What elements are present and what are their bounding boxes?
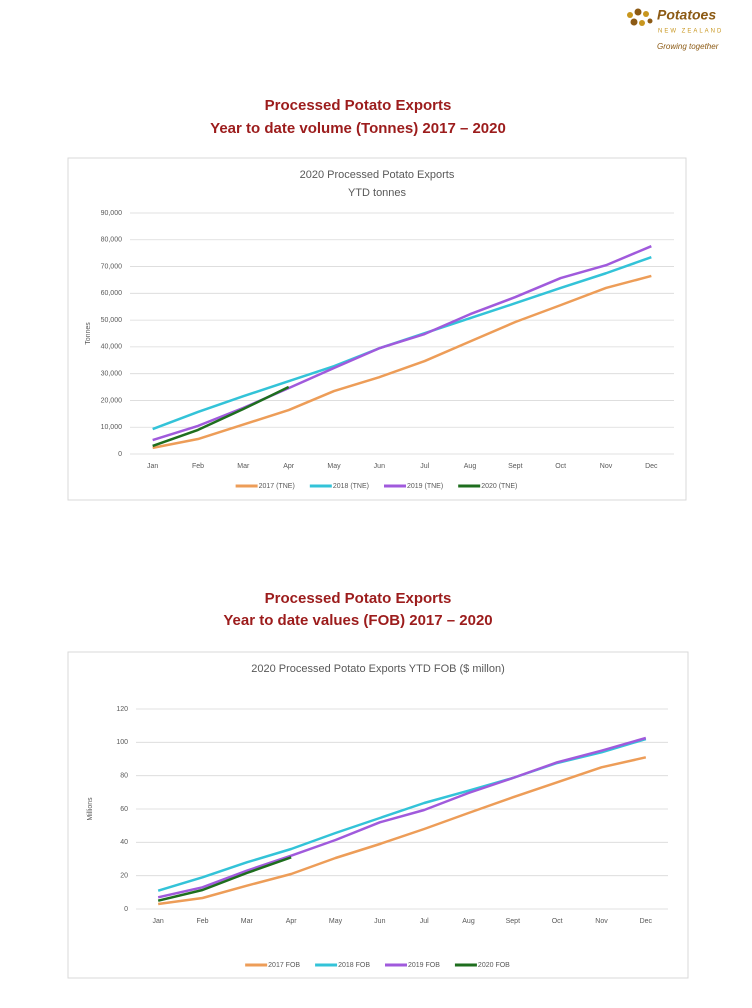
y-tick-label: 60 <box>120 806 128 813</box>
x-tick-label: Sept <box>508 463 522 470</box>
series-line <box>157 756 647 906</box>
x-tick-label: Jan <box>153 918 164 925</box>
x-tick-label: Aug <box>464 463 477 470</box>
legend-label: 2020 FOB <box>478 962 510 969</box>
y-tick-label: 50,000 <box>101 317 123 324</box>
chart-subtitle: YTD tonnes <box>348 187 407 199</box>
x-tick-label: Jan <box>147 463 158 470</box>
y-tick-label: 0 <box>124 906 128 913</box>
y-tick-label: 30,000 <box>101 371 123 378</box>
series-line <box>152 274 652 450</box>
y-tick-label: 40,000 <box>101 344 123 351</box>
x-tick-label: Oct <box>552 918 563 925</box>
y-tick-label: 40 <box>120 839 128 846</box>
x-tick-label: May <box>327 463 341 470</box>
chart-frame <box>67 157 687 501</box>
y-tick-label: 100 <box>116 739 128 746</box>
y-tick-label: 80,000 <box>101 237 123 244</box>
chart-title: 2020 Processed Potato Exports YTD FOB ($… <box>251 663 505 675</box>
x-tick-label: Feb <box>192 463 204 470</box>
legend-label: 2020 (TNE) <box>481 483 517 490</box>
section-subtitle: Year to date volume (Tonnes) 2017 – 2020 <box>210 120 506 137</box>
legend-label: 2019 (TNE) <box>407 483 443 490</box>
series-line <box>157 736 647 899</box>
section-subtitle: Year to date values (FOB) 2017 – 2020 <box>223 612 492 629</box>
chart-title: 2020 Processed Potato Exports <box>300 169 455 181</box>
y-tick-label: 90,000 <box>101 210 123 217</box>
region: NEW ZEALAND <box>658 29 723 35</box>
x-tick-label: Aug <box>462 918 475 925</box>
y-axis-title: Millions <box>87 797 94 821</box>
x-tick-label: Nov <box>600 463 613 470</box>
x-tick-label: Nov <box>595 918 608 925</box>
legend-label: 2018 (TNE) <box>333 483 369 490</box>
x-tick-label: Sept <box>506 918 520 925</box>
y-tick-label: 20,000 <box>101 397 123 404</box>
x-tick-label: Jun <box>374 463 385 470</box>
brand: Potatoes <box>657 7 716 23</box>
x-tick-label: Mar <box>241 918 254 925</box>
x-tick-label: Apr <box>283 463 295 470</box>
legend-label: 2019 FOB <box>408 962 440 969</box>
legend-label: 2017 (TNE) <box>259 483 295 490</box>
x-tick-label: Jul <box>420 463 429 470</box>
y-tick-label: 120 <box>116 706 128 713</box>
x-tick-label: Dec <box>640 918 653 925</box>
x-tick-label: Mar <box>237 463 250 470</box>
series-line <box>157 856 292 902</box>
x-tick-label: Oct <box>555 463 566 470</box>
legend-label: 2017 FOB <box>268 962 300 969</box>
x-tick-label: Feb <box>196 918 208 925</box>
legend-label: 2018 FOB <box>338 962 370 969</box>
section-title: Processed Potato Exports <box>265 590 452 607</box>
y-tick-label: 20 <box>120 873 128 880</box>
y-axis-title: Tonnes <box>85 322 92 345</box>
logo <box>627 8 653 26</box>
x-tick-label: Dec <box>645 463 658 470</box>
y-tick-label: 0 <box>118 451 122 458</box>
section-title: Processed Potato Exports <box>265 97 452 114</box>
tagline: Growing together <box>657 42 719 51</box>
series-line <box>152 385 290 448</box>
x-tick-label: Apr <box>286 918 298 925</box>
y-tick-label: 10,000 <box>101 424 123 431</box>
series-line <box>152 245 652 442</box>
x-tick-label: Jul <box>420 918 429 925</box>
x-tick-label: May <box>329 918 343 925</box>
chart-frame <box>67 651 689 979</box>
y-tick-label: 60,000 <box>101 290 123 297</box>
x-tick-label: Jun <box>374 918 385 925</box>
y-tick-label: 70,000 <box>101 263 123 270</box>
y-tick-label: 80 <box>120 773 128 780</box>
